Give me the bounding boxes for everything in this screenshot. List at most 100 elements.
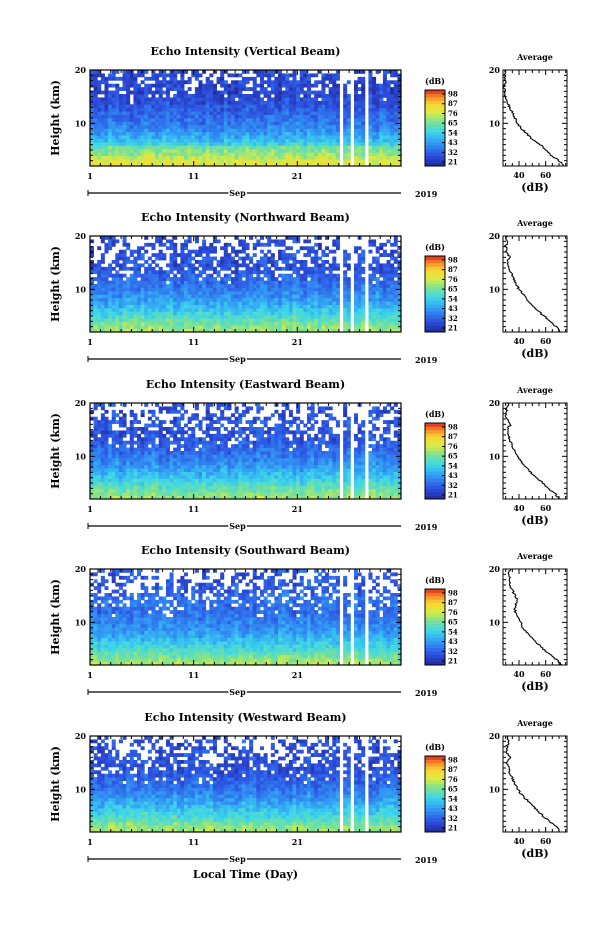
average-profile-line (502, 69, 564, 167)
x-tick-label: 11 (188, 337, 199, 347)
average-frame (502, 568, 568, 666)
year-label: 2019 (415, 189, 438, 199)
colorbar-tick-label: 87 (448, 598, 458, 607)
colorbar-tick-label: 54 (448, 461, 458, 470)
y-axis-label: Height (km) (49, 413, 62, 489)
colorbar-title: (dB) (425, 76, 445, 86)
x-tick-label: 21 (292, 670, 303, 680)
average-profile-panel: Average 10 20 40 60(dB) (489, 551, 568, 693)
y-tick-label: 10 (75, 784, 87, 794)
x-tick-label: 1 (87, 337, 93, 347)
average-x-tick-label: 60 (540, 669, 552, 679)
colorbar-tick-label: 43 (448, 304, 458, 313)
colorbar-title: (dB) (425, 575, 445, 585)
average-y-tick-label: 20 (489, 398, 501, 408)
panel-title: Echo Intensity (Eastward Beam) (146, 378, 345, 391)
colorbar-tick-label: 21 (448, 824, 458, 833)
average-profile-line (507, 568, 563, 666)
heatmap (90, 70, 401, 166)
x-tick-label: 1 (87, 837, 93, 847)
average-profile-line (505, 735, 560, 833)
average-y-tick-label: 20 (489, 65, 501, 75)
average-frame (502, 235, 568, 333)
colorbar-tick-label: 76 (448, 442, 458, 451)
average-x-tick-label: 60 (540, 503, 552, 513)
average-x-tick-label: 60 (540, 836, 552, 846)
average-y-tick-label: 10 (489, 451, 501, 461)
y-axis-label: Height (km) (49, 579, 62, 655)
colorbar-tick-label: 76 (448, 275, 458, 284)
year-label: 2019 (415, 688, 438, 698)
y-tick-label: 20 (75, 231, 87, 241)
heatmap (90, 236, 401, 332)
average-y-tick-label: 20 (489, 564, 501, 574)
colorbar-tick-label: 54 (448, 794, 458, 803)
x-tick-label: 21 (292, 504, 303, 514)
average-title: Average (516, 551, 553, 561)
average-x-tick-label: 40 (513, 503, 525, 513)
average-profile-line (504, 235, 561, 333)
colorbar-tick-label: 21 (448, 657, 458, 666)
colorbar-tick-label: 32 (448, 647, 458, 656)
colorbar-tick-label: 98 (448, 589, 458, 598)
x-tick-label: 11 (188, 670, 199, 680)
average-x-tick-label: 40 (513, 170, 525, 180)
x-axis-label: Local Time (Day) (193, 868, 298, 881)
x-tick-label: 21 (292, 171, 303, 181)
y-tick-label: 20 (75, 65, 87, 75)
average-x-tick-label: 40 (513, 669, 525, 679)
y-tick-label: 10 (75, 118, 87, 128)
average-frame (502, 735, 568, 833)
average-title: Average (516, 718, 553, 728)
colorbar-tick-label: 98 (448, 756, 458, 765)
y-axis-label: Height (km) (49, 246, 62, 322)
average-y-tick-label: 10 (489, 118, 501, 128)
x-tick-label: 1 (87, 171, 93, 181)
month-label: Sep (229, 854, 246, 864)
colorbar-tick-label: 65 (448, 285, 458, 294)
colorbar-tick-label: 21 (448, 491, 458, 500)
colorbar-tick-label: 43 (448, 637, 458, 646)
colorbar-title: (dB) (425, 409, 445, 419)
average-x-label: (dB) (521, 514, 548, 527)
colorbar-tick-label: 32 (448, 148, 458, 157)
colorbar-tick-label: 32 (448, 314, 458, 323)
y-tick-label: 20 (75, 564, 87, 574)
average-profile-panel: Average 10 20 40 60(dB) (489, 718, 568, 860)
colorbar-tick-label: 43 (448, 804, 458, 813)
colorbar-tick-label: 98 (448, 423, 458, 432)
y-tick-label: 20 (75, 398, 87, 408)
y-axis-label: Height (km) (49, 80, 62, 156)
heatmap (90, 403, 401, 499)
y-tick-label: 10 (75, 451, 87, 461)
average-x-tick-label: 40 (513, 336, 525, 346)
colorbar-tick-label: 76 (448, 608, 458, 617)
month-label: Sep (229, 354, 246, 364)
colorbar-tick-label: 87 (448, 765, 458, 774)
average-profile-panel: Average 10 20 40 60(dB) (489, 52, 568, 194)
average-y-tick-label: 20 (489, 231, 501, 241)
y-tick-label: 10 (75, 617, 87, 627)
colorbar-tick-label: 65 (448, 785, 458, 794)
y-axis-label: Height (km) (49, 746, 62, 822)
average-profile-panel: Average 10 20 40 60(dB) (489, 218, 568, 360)
average-x-label: (dB) (521, 680, 548, 693)
x-tick-label: 1 (87, 670, 93, 680)
colorbar-tick-label: 54 (448, 627, 458, 636)
x-tick-label: 11 (188, 504, 199, 514)
colorbar-tick-label: 98 (448, 90, 458, 99)
average-title: Average (516, 218, 553, 228)
colorbar-tick-label: 98 (448, 256, 458, 265)
heatmap (90, 736, 401, 832)
average-y-tick-label: 10 (489, 784, 501, 794)
colorbar-tick-label: 87 (448, 265, 458, 274)
colorbar-tick-label: 21 (448, 158, 458, 167)
colorbar-tick-label: 65 (448, 452, 458, 461)
